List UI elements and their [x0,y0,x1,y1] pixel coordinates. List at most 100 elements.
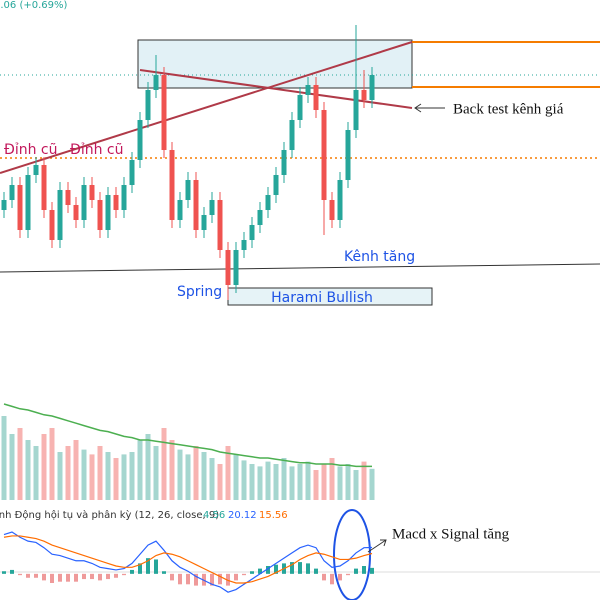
candle-body [193,180,199,230]
macd-histogram [186,573,190,585]
macd-histogram [50,573,54,583]
annotation: Spring [177,284,222,300]
volume-bar [289,466,295,500]
marks [1,25,375,593]
candle-body [337,180,343,220]
volume-bar [169,440,175,500]
volume-bar [257,466,263,500]
candle-body [1,200,7,210]
volume-bar [193,446,199,500]
macd-histogram [34,573,38,578]
macd-histogram [194,573,198,586]
volume-bar [137,440,143,500]
annotation: Harami Bullish [271,290,373,306]
candle-body [321,110,327,200]
macd-histogram [154,559,158,574]
volume-bar [145,434,151,500]
drawings [0,39,600,600]
macd-histogram [338,573,342,581]
arrow-head [414,103,422,113]
volume-bar [353,470,359,500]
volume-bar [73,440,79,500]
candle-body [369,75,375,100]
candle-body [161,75,167,150]
macd-histogram [42,573,46,581]
volume-bar [329,458,335,500]
macd-histogram [370,567,374,574]
macd-histogram [162,571,166,574]
macd-histogram [90,573,94,580]
indicator-value: 20.12 [228,510,257,521]
candle-body [129,160,135,185]
volume-bar [241,460,247,500]
candle-body [25,175,31,230]
candle-body [41,165,47,210]
volume-bar [249,464,255,500]
candle-body [273,175,279,195]
macd-histogram [170,573,174,581]
candle-body [177,200,183,220]
candle-body [281,150,287,175]
volume-ma [3,403,372,468]
volume-bar [297,464,303,500]
candle-body [353,90,359,130]
volume-bar [25,440,31,500]
volume-bar [313,470,319,500]
macd-histogram [362,566,366,574]
candle-body [201,215,207,230]
volume-bar [369,468,375,500]
macd-histogram [10,569,14,574]
candle-body [313,85,319,110]
volume-bar [337,466,343,500]
highlight-ellipse [333,509,371,600]
trend-line [0,41,413,174]
candle-body [225,250,231,285]
candle-body [329,200,335,220]
volume-bar [281,458,287,500]
volume-bar [361,461,367,500]
volume-bar [177,449,183,500]
macd-histogram [250,571,254,574]
volume-bar [57,452,63,500]
volume-bar [113,458,119,500]
macd-histogram [122,573,126,576]
candle-body [137,120,143,160]
volume-bar [81,449,87,500]
candle-body [105,195,111,230]
volume-bar [321,464,327,500]
candle-body [185,180,191,200]
price-change: 2.06 (+0.69%) [0,0,67,11]
macd-histogram [234,573,238,581]
candle-body [73,205,79,220]
candle-body [241,240,247,250]
annotation: Đỉnh cũ [4,142,58,158]
candle-body [209,200,215,215]
candle-body [217,200,223,250]
volume-bar [1,416,7,500]
range-box [137,39,413,89]
macd-histogram [26,573,30,578]
volume-bar [217,464,223,500]
volume-bar [17,428,23,500]
volume-bar [49,428,55,500]
candle-body [81,185,87,220]
annotation: Kênh tăng [344,249,415,265]
indicator-value: 4.56 [203,510,225,521]
macd-histogram [114,573,118,578]
volume-bar [225,446,231,500]
candle-body [97,200,103,230]
channel-line [0,263,600,273]
macd-line [3,535,373,584]
volume-bar [9,434,15,500]
volume-bar [201,452,207,500]
indicator-title: ình Động hội tụ và phân kỳ (12, 26, clos… [0,509,219,521]
volume-bar [161,428,167,500]
macd-histogram [330,573,334,585]
volume-bar [65,446,71,500]
volume-bar [209,458,215,500]
indicator-value: 15.56 [259,510,288,521]
candle-body [265,195,271,210]
macd-histogram [18,573,22,576]
candle-body [33,165,39,175]
